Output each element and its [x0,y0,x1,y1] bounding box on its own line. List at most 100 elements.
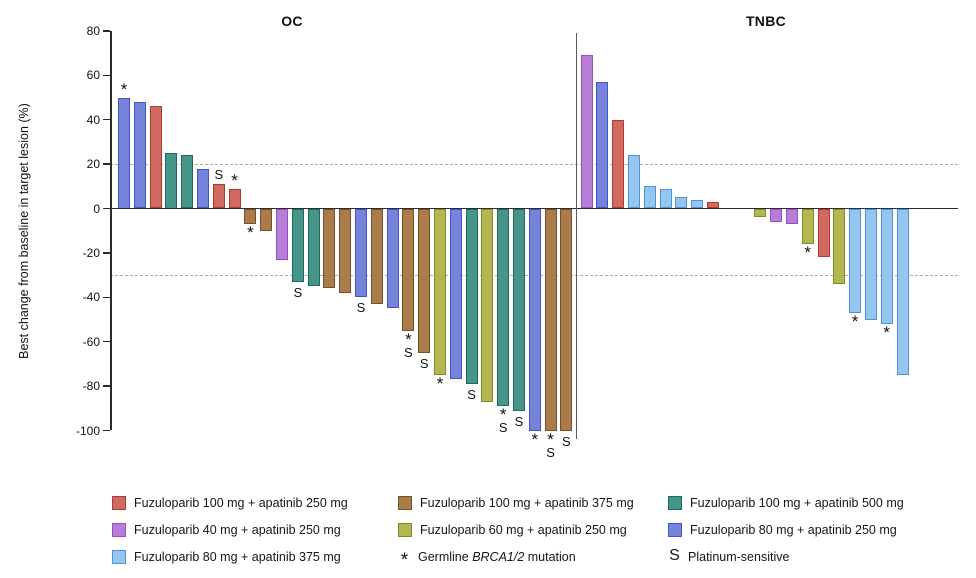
y-tick-mark [103,118,110,121]
legend-swatch-olive [398,522,412,537]
annotation-tnbc-20: * [877,322,897,342]
bar-tnbc-4 [627,155,640,209]
legend-label: Fuzuloparib 100 mg + apatinib 500 mg [690,495,904,510]
legend-item-olive: Fuzuloparib 60 mg + apatinib 250 mg [398,522,668,537]
mutation-marker: * [231,170,238,190]
bar-tnbc-18 [849,208,862,313]
bar-oc-27 [528,208,541,431]
annotation-oc-19: * S [398,331,418,360]
panel-separator-line [576,33,578,439]
bar-oc-22 [449,208,462,380]
platinum-marker: S [562,433,571,449]
bar-oc-10 [260,208,273,231]
mutation-marker: * [436,374,444,393]
platinum-marker: S [514,413,524,429]
platinum-marker: S [546,444,555,460]
bar-oc-2 [133,101,146,209]
y-tick-label: 60 [86,68,100,83]
legend-item-purple: Fuzuloparib 40 mg + apatinib 250 mg [112,522,398,537]
mutation-marker: * [883,322,890,342]
bar-tnbc-1 [580,55,593,209]
platinum-marker: S [214,167,224,183]
legend-swatch-brown [398,495,412,510]
annotation-oc-26: S [509,415,529,429]
bar-oc-3 [149,106,162,209]
y-tick-label: -40 [82,290,100,305]
bar-oc-24 [481,208,494,402]
annotation-oc-16: S [351,301,371,315]
legend-item-blue: Fuzuloparib 80 mg + apatinib 250 mg [668,522,968,537]
platinum-marker: S [498,420,508,436]
bar-tnbc-17 [833,208,846,284]
legend-swatch-purple [112,522,126,537]
platinum-marker: S [419,355,429,371]
reference-line-20 [110,164,958,166]
y-tick-label: -80 [82,379,100,394]
bar-tnbc-6 [659,188,672,209]
annotation-tnbc-18: * [845,311,865,331]
mutation-marker: * [851,311,859,331]
annotation-oc-29: S [556,435,576,449]
mutation-marker: * [531,429,539,449]
bar-tnbc-2 [596,81,609,209]
legend-label: Fuzuloparib 100 mg + apatinib 250 mg [134,495,348,510]
y-tick-mark [103,296,110,299]
bar-oc-26 [513,208,525,411]
y-tick-mark [103,74,110,77]
bar-oc-29 [560,208,573,431]
bar-tnbc-21 [896,208,909,375]
legend-swatch-red [112,495,126,510]
bar-oc-7 [212,184,225,209]
y-tick-mark [103,340,110,343]
mutation-marker: * [499,405,507,425]
y-tick-mark [103,429,110,432]
y-tick-label: -100 [75,423,100,438]
bar-oc-12 [291,208,304,282]
bar-oc-13 [307,208,320,287]
bar-oc-28 [544,208,557,431]
legend-label: Fuzuloparib 80 mg + apatinib 375 mg [134,549,341,564]
panel-title-tnbc: TNBC [745,13,787,29]
bar-tnbc-5 [643,186,656,209]
legend-label: Fuzuloparib 40 mg + apatinib 250 mg [134,522,341,537]
legend-item-red: Fuzuloparib 100 mg + apatinib 250 mg [112,495,398,510]
bar-oc-5 [181,155,194,209]
y-tick-mark [103,163,110,165]
platinum-marker: S [467,386,476,402]
bar-tnbc-15 [801,208,814,245]
platinum-marker: S [404,344,413,360]
legend-swatch-teal [668,495,682,510]
annotation-oc-9: * [240,224,260,241]
annotation-tnbc-15: * [798,243,818,263]
legend-label: Fuzuloparib 80 mg + apatinib 250 mg [690,522,897,537]
platinum-marker: S [293,284,303,300]
legend-swatch-lightblue [112,549,126,564]
annotation-oc-28: * S [541,431,561,460]
annotation-oc-8: * [225,168,245,190]
bar-oc-4 [165,153,178,209]
y-tick-label: 80 [86,23,100,38]
bar-oc-8 [228,188,241,209]
legend-label: Fuzuloparib 60 mg + apatinib 250 mg [420,522,627,537]
annotation-oc-20: S [414,357,434,371]
legend: Fuzuloparib 100 mg + apatinib 250 mg Fuzu… [112,489,968,570]
mutation-symbol: * [400,549,409,571]
legend-label: Platinum-sensitive [688,549,790,564]
annotation-oc-23: S [462,388,482,402]
y-tick-label: -20 [82,245,100,260]
annotation-oc-21: * [430,374,450,393]
y-tick-mark [103,385,110,387]
bar-oc-17 [370,208,383,304]
y-tick-mark [103,207,110,210]
y-tick-label: -60 [82,334,100,349]
mutation-marker: * [804,243,811,263]
y-tick-label: 40 [86,112,100,127]
y-tick-mark [103,252,110,254]
bar-tnbc-16 [817,208,830,258]
legend-swatch-blue [668,522,682,537]
bar-tnbc-13 [770,208,783,222]
legend-label: Fuzuloparib 100 mg + apatinib 375 mg [420,495,634,510]
legend-item-lightblue: Fuzuloparib 80 mg + apatinib 375 mg [112,549,398,564]
